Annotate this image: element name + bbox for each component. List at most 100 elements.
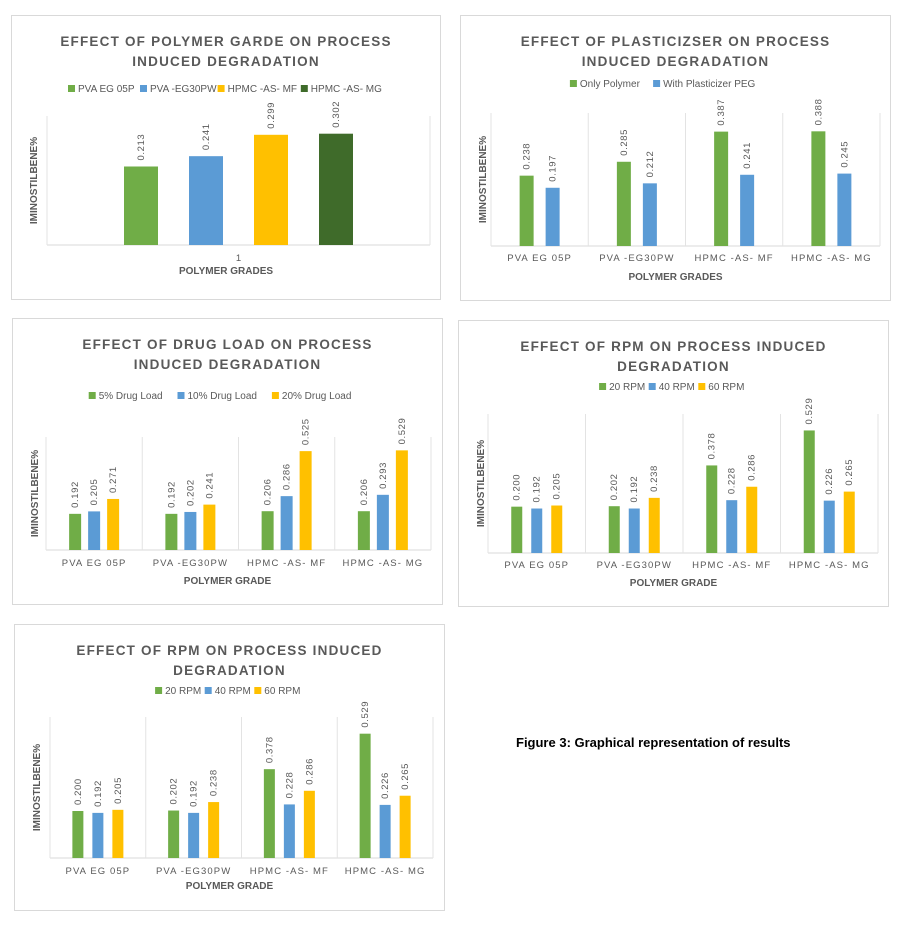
legend-label-60-rpm: 60 RPM (264, 686, 300, 697)
bar-60-rpm-3 (843, 491, 855, 553)
chart-svg: EFFECT OF RPM ON PROCESS INDUCED DEGRADAT… (476, 339, 879, 589)
data-label: 0.302 (331, 101, 342, 128)
figure-caption: Figure 3: Graphical representation of re… (516, 735, 791, 750)
chart-panel-polymer-grade: EFFECT OF POLYMER GARDE ON PROCESS INDUCE… (11, 15, 441, 300)
x-tick-label: PVA EG 05P (66, 866, 131, 877)
bar-10-drug-load-2 (280, 496, 293, 550)
bar-only-polymer-2 (714, 131, 729, 246)
data-label: 0.238 (209, 769, 220, 796)
bar-60-rpm-1 (208, 802, 220, 858)
legend-label-hpmc-as-mg: HPMC -AS- MG (311, 84, 382, 95)
bar-only-polymer-1 (616, 161, 631, 246)
data-label: 0.529 (360, 701, 371, 728)
data-label: 0.271 (108, 466, 119, 493)
chart-title-line: INDUCED DEGRADATION (134, 357, 322, 372)
data-label: 0.241 (742, 142, 753, 169)
data-label: 0.238 (649, 465, 660, 492)
bar-with-plasticizer-peg-3 (837, 173, 852, 246)
legend-swatch-hpmc-as-mg (300, 85, 308, 92)
bar-40-rpm-2 (283, 804, 295, 858)
chart-panel-plasticizer: EFFECT OF PLASTICIZSER ON PROCESS INDUCED… (460, 15, 891, 301)
bar-only-polymer-3 (811, 131, 826, 246)
x-axis-label: POLYMER GRADES (179, 266, 273, 277)
data-label: 0.202 (169, 778, 180, 805)
x-tick-label: PVA -EG30PW (599, 253, 674, 264)
chart-svg: EFFECT OF PLASTICIZSER ON PROCESS INDUCED… (478, 34, 881, 283)
chart-title-line: DEGRADATION (617, 359, 730, 374)
data-label: 0.299 (266, 102, 277, 129)
data-label: 0.200 (512, 474, 523, 501)
legend-swatch-20-drug-load (271, 392, 279, 399)
chart-title-line: EFFECT OF RPM ON PROCESS INDUCED (76, 643, 382, 658)
data-label: 0.228 (284, 772, 295, 799)
x-tick-label: HPMC -AS- MF (247, 558, 326, 569)
data-label: 0.285 (619, 129, 630, 156)
data-label: 0.387 (716, 99, 727, 126)
legend-swatch-20-rpm (155, 687, 163, 694)
bar-with-plasticizer-peg-1 (642, 183, 657, 246)
bar-20-rpm-3 (803, 430, 815, 553)
bar-5-drug-load-2 (261, 511, 274, 550)
data-label: 0.206 (359, 478, 370, 505)
data-label: 0.525 (301, 418, 312, 445)
chart-title-line: EFFECT OF RPM ON PROCESS INDUCED (520, 339, 826, 354)
legend: 5% Drug Load 10% Drug Load 20% Drug Load (88, 391, 352, 402)
chart-title-line: EFFECT OF DRUG LOAD ON PROCESS (82, 337, 372, 352)
chart-svg: EFFECT OF POLYMER GARDE ON PROCESS INDUCE… (29, 34, 431, 277)
bar-40-rpm-0 (92, 812, 104, 858)
bar-hpmc-as-mf-0 (254, 134, 288, 245)
data-label: 0.213 (136, 134, 147, 161)
bar-with-plasticizer-peg-2 (740, 174, 755, 246)
bar-40-rpm-3 (379, 804, 391, 858)
bar-60-rpm-0 (551, 505, 563, 553)
bar-40-rpm-1 (188, 812, 200, 858)
legend-swatch-pva-eg30pw (140, 85, 147, 92)
chart-panel-rpm-2: EFFECT OF RPM ON PROCESS INDUCED DEGRADAT… (14, 624, 445, 911)
bar-20-rpm-2 (706, 465, 718, 553)
legend: Only Polymer With Plasticizer PEG (569, 79, 756, 90)
x-tick-label: PVA -EG30PW (597, 560, 672, 571)
data-label: 0.197 (548, 155, 559, 182)
legend-label-20-rpm: 20 RPM (609, 382, 645, 393)
chart-svg: EFFECT OF DRUG LOAD ON PROCESS INDUCED DE… (30, 337, 432, 587)
bar-40-rpm-1 (628, 508, 640, 553)
legend-swatch-with-plasticizer-peg (653, 80, 661, 87)
x-tick-label: HPMC -AS- MG (345, 866, 426, 877)
chart-title-line: EFFECT OF POLYMER GARDE ON PROCESS (60, 34, 391, 49)
x-axis-label: POLYMER GRADE (186, 881, 274, 892)
x-tick-label: HPMC -AS- MF (695, 253, 774, 264)
bar-5-drug-load-3 (357, 511, 370, 550)
chart-title-line: EFFECT OF PLASTICIZSER ON PROCESS (521, 34, 831, 49)
data-label: 0.241 (204, 472, 215, 499)
bar-hpmc-as-mg-0 (319, 133, 353, 245)
data-label: 0.192 (166, 481, 177, 508)
bar-with-plasticizer-peg-0 (545, 187, 560, 246)
legend-label-40-rpm: 40 RPM (215, 686, 251, 697)
legend-swatch-only-polymer (569, 80, 577, 87)
legend-swatch-40-rpm (648, 383, 656, 390)
legend: PVA EG 05P PVA -EG30PW HPMC -AS- MF HPMC -A… (68, 84, 382, 95)
data-label: 0.192 (629, 476, 640, 503)
legend-label-20-drug-load: 20% Drug Load (282, 391, 352, 402)
legend-label-20-rpm: 20 RPM (165, 686, 201, 697)
bar-20-drug-load-0 (107, 498, 120, 550)
legend-swatch-10-drug-load (177, 392, 185, 399)
chart-title-line: DEGRADATION (173, 663, 286, 678)
x-axis-label: POLYMER GRADE (630, 578, 718, 589)
bar-20-drug-load-3 (395, 450, 408, 550)
bar-60-rpm-2 (303, 790, 315, 858)
bar-40-rpm-2 (726, 500, 738, 553)
legend-swatch-40-rpm (204, 687, 212, 694)
legend-swatch-hpmc-as-mf (217, 85, 225, 92)
data-label: 0.293 (378, 462, 389, 489)
data-label: 0.205 (89, 479, 100, 506)
data-label: 0.286 (747, 454, 758, 481)
data-label: 0.212 (645, 151, 656, 178)
data-label: 0.286 (304, 758, 315, 785)
x-axis-label: POLYMER GRADES (628, 272, 722, 283)
legend-swatch-60-rpm (254, 687, 262, 694)
bar-20-drug-load-2 (299, 451, 312, 550)
y-axis-label: IMINOSTILBENE% (478, 136, 489, 223)
bar-20-rpm-0 (72, 811, 84, 858)
data-label: 0.265 (844, 459, 855, 486)
